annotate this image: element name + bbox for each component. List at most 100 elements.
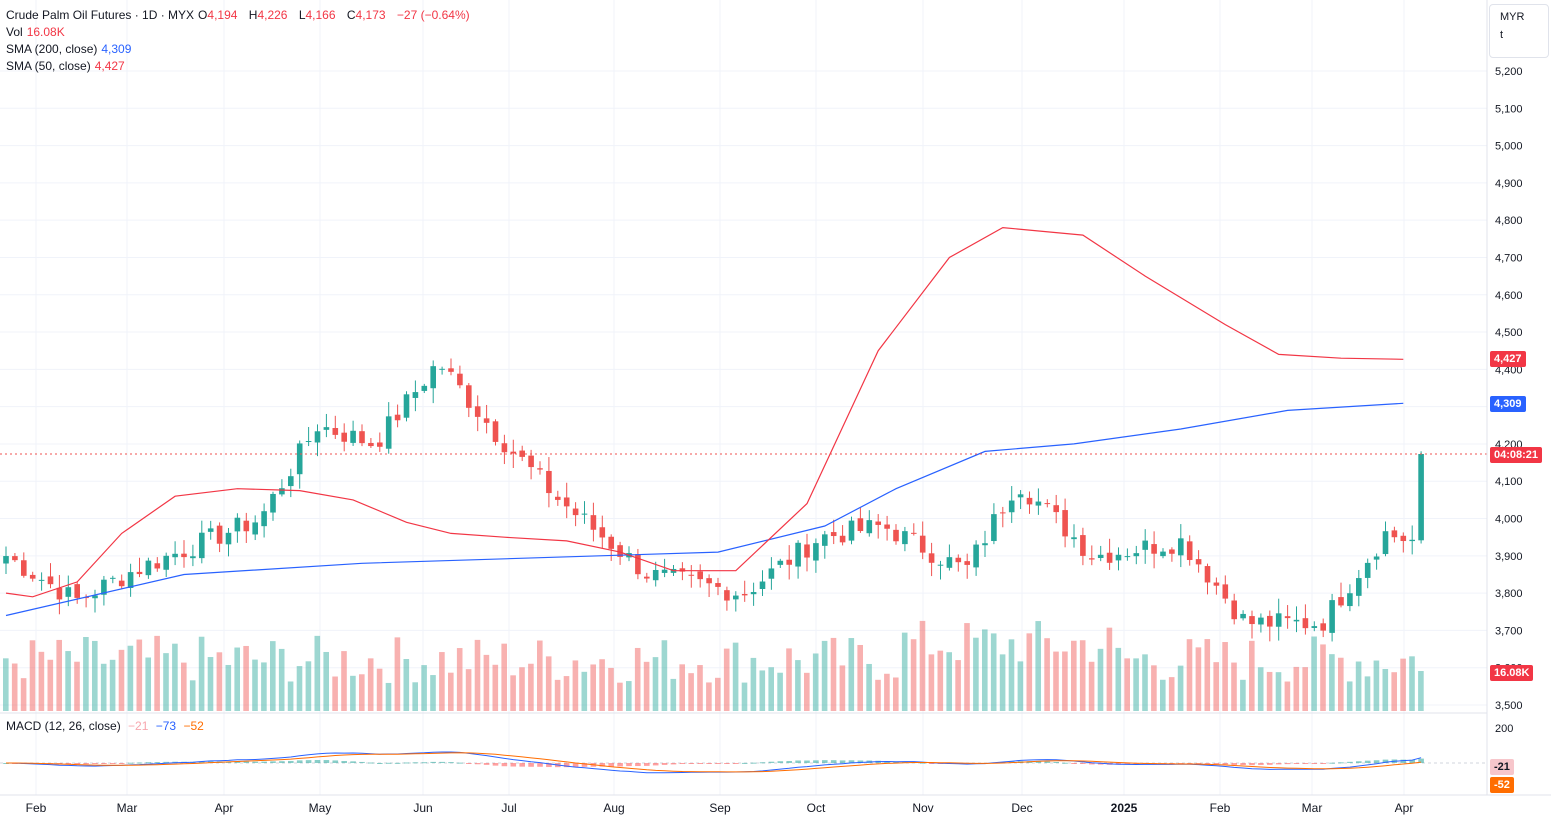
sma200-price-tag: 4,309 <box>1490 396 1526 412</box>
macd-histogram-bar <box>661 763 668 765</box>
volume-bar <box>1106 627 1113 711</box>
candle-body <box>1391 530 1398 538</box>
candle-body <box>866 520 873 534</box>
macd-histogram-bar <box>1213 763 1220 765</box>
macd-histogram-bar <box>1373 760 1380 763</box>
volume-bar <box>723 648 730 711</box>
macd-histogram-bar <box>697 763 703 764</box>
macd-histogram-bar <box>777 761 784 763</box>
candle-body <box>118 580 125 587</box>
price-tick-label: 4,100 <box>1495 476 1523 488</box>
candle-body <box>599 527 606 538</box>
candle-body <box>1026 497 1033 505</box>
candle-body <box>1115 554 1122 561</box>
price-tick-label: 3,800 <box>1495 588 1523 600</box>
candle-body <box>537 468 543 470</box>
volume-bar <box>1079 640 1086 711</box>
candle-body <box>857 518 864 531</box>
macd-histogram-bar <box>1062 762 1068 764</box>
candle-body <box>519 450 525 457</box>
macd-histogram-bar <box>127 762 134 764</box>
volume-bar <box>1293 666 1300 711</box>
volume-bar <box>127 645 134 711</box>
time-tick-label: Apr <box>215 801 234 815</box>
macd-histogram-bar <box>563 763 570 768</box>
macd-histogram-bar <box>1347 761 1353 763</box>
volume-bar <box>937 650 944 711</box>
ohlc-low: L4,166 <box>298 8 336 22</box>
candle-body <box>937 564 944 566</box>
currency-unit-selector[interactable]: MYR t <box>1489 4 1549 58</box>
macd-legend[interactable]: MACD (12, 26, close) −21 −73 −52 <box>6 718 208 734</box>
candle-body <box>822 534 828 546</box>
volume-bar <box>670 678 677 711</box>
macd-histogram-bar <box>884 761 890 763</box>
macd-histogram-bar <box>608 763 614 767</box>
sma200-legend[interactable]: SMA (200, close) 4,309 <box>6 41 135 57</box>
candle-body <box>74 584 80 598</box>
volume-bar <box>982 629 988 711</box>
macd-histogram-bar <box>421 762 428 764</box>
volume-bar <box>510 675 516 711</box>
volume-bar <box>314 635 321 711</box>
macd-signal-tag: -52 <box>1490 777 1514 793</box>
macd-histogram-bar <box>288 760 294 763</box>
macd-histogram-bar <box>537 763 543 767</box>
price-change: −27 (−0.64%) <box>396 8 470 22</box>
candle-body <box>1364 562 1371 578</box>
time-tick-label: Apr <box>1395 801 1414 815</box>
candle-body <box>1035 501 1042 506</box>
macd-histogram-bar <box>501 763 508 767</box>
candle-body <box>492 421 499 442</box>
candle-body <box>341 432 347 442</box>
volume-bar <box>1026 633 1033 711</box>
candle-body <box>1347 593 1353 607</box>
macd-histogram-bar <box>1053 761 1059 763</box>
vol-label: Vol <box>6 25 23 39</box>
volume-bar <box>367 658 374 711</box>
candle-body <box>1204 566 1211 583</box>
candle-body <box>546 470 552 494</box>
volume-bar <box>679 664 685 711</box>
volume-bar <box>1338 657 1344 711</box>
candle-body <box>733 595 739 600</box>
candle-body <box>403 394 410 418</box>
volume-bar <box>1231 662 1237 711</box>
candle-body <box>768 568 775 579</box>
volume-bar <box>394 637 401 711</box>
candle-body <box>946 557 953 568</box>
candle-body <box>813 543 819 561</box>
volume-bar <box>528 663 534 711</box>
candle-body <box>332 428 339 435</box>
volume-bar <box>145 657 151 711</box>
macd-histogram-bar <box>759 762 766 764</box>
symbol-title[interactable]: Crude Palm Oil Futures · 1D · MYX <box>6 8 195 22</box>
candle-body <box>848 520 855 541</box>
sma50-line <box>5 226 1404 598</box>
volume-bar <box>875 679 881 711</box>
candle-body <box>1356 578 1362 596</box>
macd-histogram-bar <box>492 763 499 766</box>
sma50-legend[interactable]: SMA (50, close) 4,427 <box>6 58 129 74</box>
volume-bar <box>715 677 721 711</box>
candle-body <box>92 595 98 599</box>
time-tick-label: Sep <box>709 801 731 815</box>
macd-histogram-bar <box>1293 763 1300 764</box>
main-legend: Crude Palm Oil Futures · 1D · MYX O4,194 … <box>6 7 474 23</box>
macd-histogram-bar <box>448 762 454 764</box>
candle-body <box>136 571 143 575</box>
volume-bar <box>1275 672 1282 711</box>
volume-bar <box>483 654 490 711</box>
macd-pane <box>0 712 1487 774</box>
macd-histogram-bar <box>848 760 855 763</box>
volume-bar <box>243 645 249 711</box>
volume-legend[interactable]: Vol 16.08K <box>6 24 69 40</box>
ohlc-close: C4,173 <box>346 8 386 22</box>
macd-histogram-bar <box>1231 763 1237 765</box>
macd-histogram-bar <box>1329 762 1335 764</box>
candle-body <box>127 572 134 588</box>
candle-body <box>216 525 223 544</box>
volume-bar <box>38 651 45 711</box>
volume-bar <box>581 671 588 711</box>
